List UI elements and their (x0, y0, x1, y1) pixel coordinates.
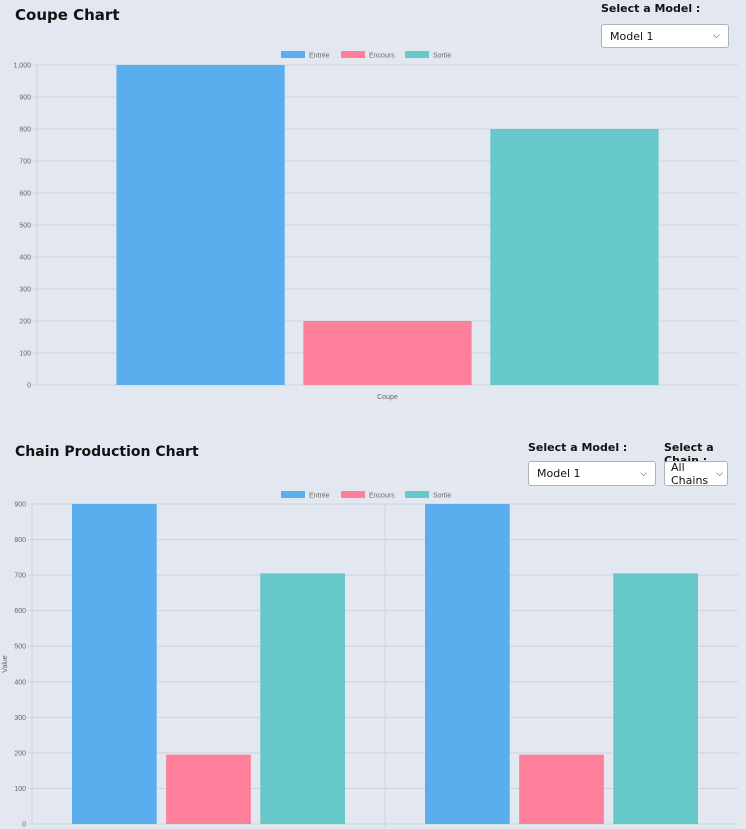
coupe-bar-chart: 0 100 200 300 400 500 600 700 800 900 1,000 Coupe En… (13, 51, 738, 401)
x-tick-label: Coupe (377, 394, 398, 401)
legend-label: Entrée (309, 53, 330, 60)
bar-encours-0 (166, 754, 251, 824)
chain-chain-select-value: All Chains (671, 460, 709, 487)
legend-swatch-entrée (281, 51, 305, 58)
legend-label: Encours (369, 493, 395, 500)
legend-label: Encours (369, 53, 395, 60)
y-tick-label: 0 (22, 822, 26, 829)
y-tick-label: 0 (27, 383, 31, 390)
y-tick-label: 600 (19, 191, 31, 198)
y-tick-label: 300 (19, 287, 31, 294)
chain-chart-title: Chain Production Chart (15, 444, 199, 460)
bar-entrée-0 (116, 65, 285, 385)
y-tick-label: 800 (14, 537, 26, 544)
y-tick-label: 200 (14, 750, 26, 757)
bar-entrée-0 (72, 504, 157, 824)
chain-model-label: Select a Model : (528, 441, 628, 454)
legend-swatch-entrée (281, 491, 305, 498)
legend-label: Sortie (433, 53, 451, 60)
coupe-chart-title: Coupe Chart (15, 6, 120, 24)
bar-sortie-0 (490, 129, 659, 385)
bar-encours-1 (519, 754, 604, 824)
y-tick-label: 400 (19, 255, 31, 262)
y-tick-label: 700 (14, 573, 26, 580)
y-tick-label: 500 (19, 223, 31, 230)
legend-swatch-sortie (405, 51, 429, 58)
chevron-down-icon: ⌵ (716, 468, 723, 479)
y-axis-title: Value (2, 655, 9, 672)
coupe-model-select-value: Model 1 (610, 29, 654, 43)
legend-swatch-encours (341, 51, 365, 58)
y-tick-label: 800 (19, 127, 31, 134)
chain-chain-select[interactable]: All Chains ⌵ (664, 460, 728, 487)
y-tick-label: 400 (14, 679, 26, 686)
legend-label: Sortie (433, 493, 451, 500)
chevron-down-icon: ⌵ (640, 468, 647, 479)
y-tick-label: 600 (14, 608, 26, 615)
legend-swatch-encours (341, 491, 365, 498)
y-tick-label: 100 (14, 786, 26, 793)
y-tick-label: 900 (19, 95, 31, 102)
chain-model-select-value: Model 1 (537, 467, 581, 480)
coupe-model-select[interactable]: Model 1 ⌵ (601, 24, 729, 48)
y-tick-label: 500 (14, 644, 26, 651)
bar-entrée-1 (425, 504, 510, 824)
chain-model-select[interactable]: Model 1 ⌵ (528, 461, 656, 486)
bar-encours-0 (303, 321, 472, 385)
bar-sortie-0 (260, 573, 345, 824)
coupe-model-label: Select a Model : (601, 2, 701, 15)
y-tick-label: 1,000 (13, 63, 31, 70)
bar-sortie-1 (613, 573, 698, 824)
y-tick-label: 200 (19, 319, 31, 326)
y-tick-label: 300 (14, 715, 26, 722)
y-tick-label: 700 (19, 159, 31, 166)
legend-swatch-sortie (405, 491, 429, 498)
y-tick-label: 900 (14, 502, 26, 509)
chevron-down-icon: ⌵ (713, 31, 720, 41)
y-tick-label: 100 (19, 351, 31, 358)
legend-label: Entrée (309, 493, 330, 500)
